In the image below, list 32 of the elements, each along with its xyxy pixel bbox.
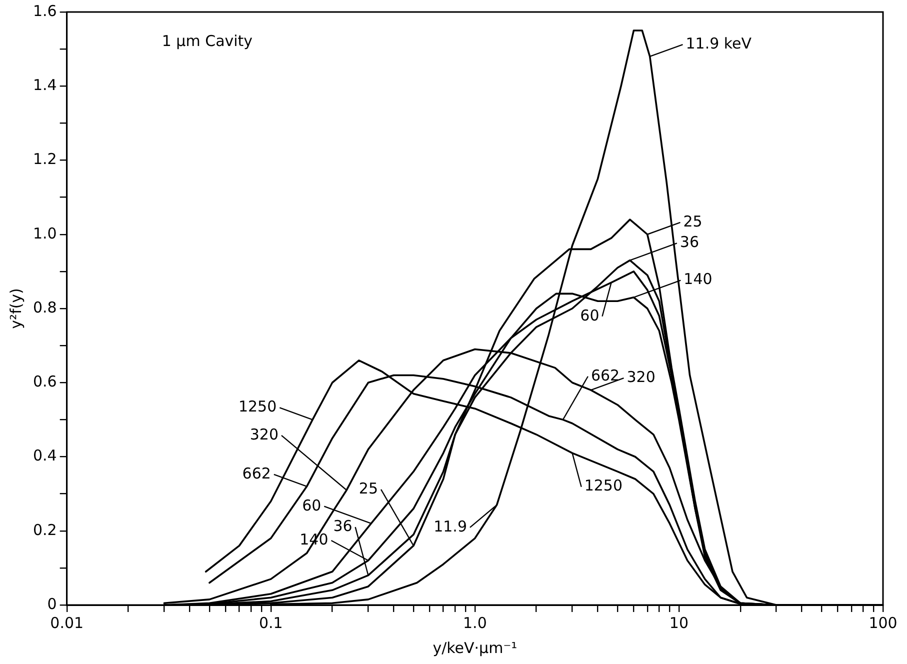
- y-tick-label: 0.8: [32, 298, 57, 316]
- annotation: 140: [684, 270, 712, 288]
- x-tick-label: 10: [669, 614, 689, 632]
- annotation: 25: [683, 212, 702, 230]
- annotation: 320: [250, 425, 278, 444]
- x-tick-label: 1.0: [463, 614, 487, 632]
- annotation: 36: [333, 516, 352, 535]
- y-tick-label: 0.6: [32, 372, 57, 391]
- y-tick-label: 1.6: [32, 2, 57, 20]
- y-tick-label: 0.4: [32, 446, 57, 465]
- annotation: 25: [358, 479, 378, 498]
- annotation: 662: [590, 366, 620, 384]
- annotation: 662: [242, 464, 271, 482]
- y-tick-label: 0.2: [32, 520, 57, 539]
- x-tick-label: 0.1: [258, 614, 283, 632]
- annotation: 11.9: [434, 517, 467, 536]
- annotation: 1250: [238, 398, 277, 416]
- x-tick-label: 0.01: [50, 614, 84, 632]
- annotation: 1 µm Cavity: [162, 32, 253, 50]
- y-tick-label: 1.2: [32, 150, 57, 168]
- x-tick-label: 100: [868, 614, 898, 632]
- annotation: 36: [680, 233, 699, 252]
- x-axis-title: y/keV·µm⁻¹: [432, 638, 518, 657]
- annotation: 60: [580, 306, 600, 324]
- y-tick-label: 1.0: [32, 224, 57, 242]
- annotation: 320: [626, 368, 656, 386]
- y-tick-label: 1.4: [32, 76, 57, 94]
- y-tick-label: 0: [47, 594, 57, 613]
- annotation: 1250: [584, 476, 623, 495]
- annotation: 60: [302, 496, 322, 514]
- y-axis-title: y²f(y): [6, 288, 25, 329]
- annotation: 11.9 keV: [686, 34, 752, 52]
